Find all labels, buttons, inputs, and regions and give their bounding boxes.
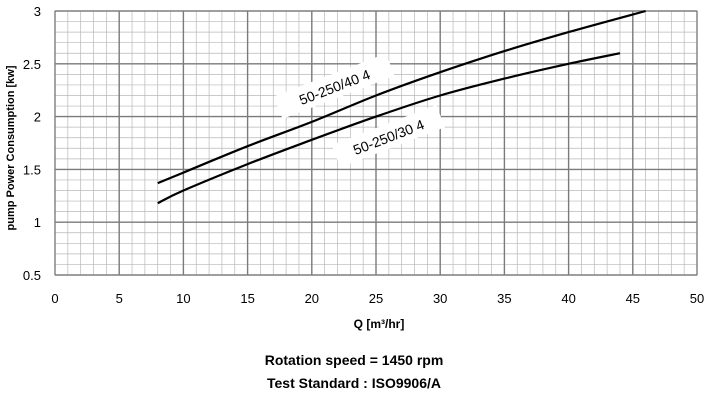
rotation-speed-text: Rotation speed = 1450 rpm: [264, 352, 444, 368]
x-tick-label: 15: [240, 291, 254, 306]
x-tick-labels: 0 5 10 15 20 25 30 35 40 45 50: [51, 291, 704, 306]
x-tick-label: 50: [690, 291, 704, 306]
y-tick-label: 2.5: [23, 57, 41, 72]
x-tick-label: 5: [116, 291, 123, 306]
x-tick-label: 45: [626, 291, 640, 306]
x-tick-label: 35: [497, 291, 511, 306]
series-labels: 50-250/40 450-250/30 4: [273, 53, 445, 168]
series-label-box: [331, 104, 445, 168]
y-tick-label: 0.5: [23, 268, 41, 283]
x-tick-label: 30: [433, 291, 447, 306]
plot-frame: [54, 10, 698, 276]
y-tick-label: 1: [34, 215, 41, 230]
series-label-2: 50-250/30 4: [331, 104, 445, 168]
power-consumption-chart: 0 5 10 15 20 25 30 35 40 45 50 0.5 1 1.5 2 2.5 3 50-250…: [5, 4, 704, 331]
x-tick-label: 40: [561, 291, 575, 306]
x-axis-label: Q [m³/hr]: [354, 317, 405, 331]
x-tick-label: 25: [369, 291, 383, 306]
y-tick-labels: 0.5 1 1.5 2 2.5 3: [23, 4, 41, 283]
series-line-2: [157, 52, 621, 205]
x-tick-label: 10: [176, 291, 190, 306]
series-line-1: [157, 9, 646, 185]
x-tick-label: 0: [51, 291, 58, 306]
y-tick-label: 2: [34, 110, 41, 125]
y-axis-label: pump Power Consumption [kw]: [5, 65, 17, 230]
series-label-box: [273, 53, 395, 119]
y-tick-label: 1.5: [23, 162, 41, 177]
series-lines: [157, 9, 646, 205]
y-tick-label: 3: [34, 4, 41, 19]
x-tick-label: 20: [305, 291, 319, 306]
test-standard-text: Test Standard : ISO9906/A: [266, 375, 441, 391]
